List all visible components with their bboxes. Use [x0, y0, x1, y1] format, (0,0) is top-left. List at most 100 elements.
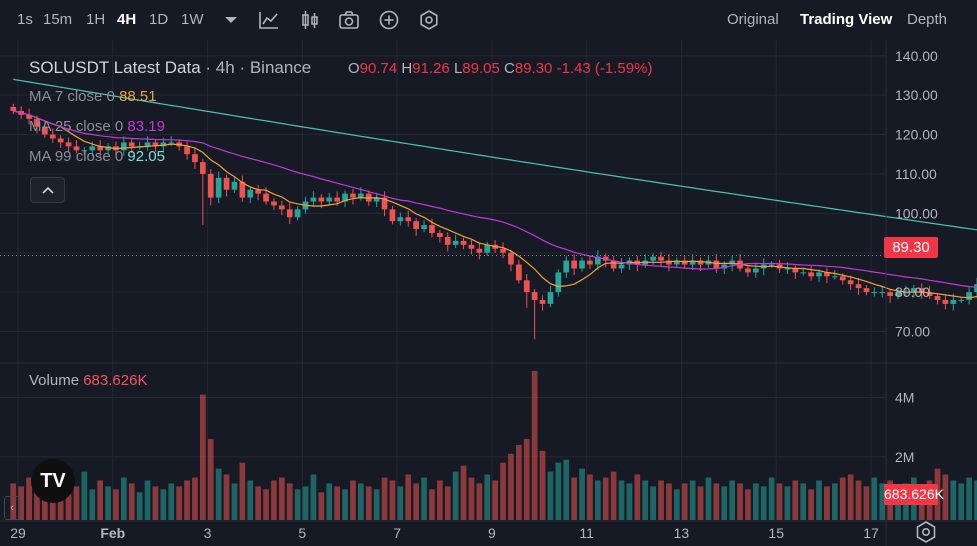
candle-body: [950, 299, 957, 304]
timeframe-4h[interactable]: 4H: [117, 11, 137, 28]
candle-body: [144, 142, 151, 147]
volume-bar: [152, 486, 159, 520]
volume-bar: [176, 486, 182, 520]
volume-bar: [966, 477, 972, 520]
candle-body: [429, 225, 435, 234]
price-axis-label: 110.00: [895, 166, 937, 182]
volume-bar: [618, 480, 625, 520]
candle-body: [373, 197, 380, 202]
volume-bar: [42, 486, 48, 520]
volume-bar: [587, 474, 593, 520]
volume-bar: [128, 483, 135, 520]
collapse-legend-button[interactable]: [30, 177, 65, 203]
volume-bar: [508, 453, 514, 520]
scroll-left-button[interactable]: ‹: [4, 496, 20, 520]
timeframe-1s[interactable]: 1s: [17, 11, 33, 28]
ma7-legend[interactable]: MA 7 close 0 88.51: [29, 88, 157, 105]
candle-body: [847, 280, 854, 285]
add-icon[interactable]: [378, 9, 400, 31]
volume-bar: [200, 394, 206, 520]
candle-body: [444, 236, 451, 245]
time-axis-label: 15: [768, 525, 784, 541]
logo-text: TV: [40, 469, 66, 492]
candle-body: [713, 260, 720, 269]
volume-bar: [294, 489, 301, 520]
volume-bar: [73, 486, 80, 520]
indicators-icon[interactable]: [258, 9, 280, 31]
volume-bar: [800, 483, 807, 520]
timeframe-15m[interactable]: 15m: [43, 11, 73, 28]
candle-body: [942, 299, 949, 304]
volume-bar: [768, 477, 775, 520]
volume-bar: [634, 474, 641, 520]
tab-original[interactable]: Original: [727, 11, 779, 28]
volume-bar: [350, 480, 356, 520]
volume-bar: [855, 480, 862, 520]
candle-body: [910, 288, 917, 293]
chart-settings-icon[interactable]: [914, 520, 938, 544]
volume-bar: [413, 483, 419, 520]
volume-bar: [310, 474, 317, 520]
volume-bar: [847, 474, 854, 520]
candle-body: [831, 276, 838, 278]
volume-bar: [721, 486, 728, 520]
tab-depth[interactable]: Depth: [907, 11, 948, 28]
candle-body: [405, 217, 412, 222]
candle-body: [500, 248, 506, 253]
candle-body: [531, 292, 538, 300]
candle-body: [81, 150, 88, 152]
time-axis-label: 17: [863, 525, 879, 541]
candle-body: [200, 162, 206, 174]
tradingview-logo[interactable]: TV: [31, 459, 75, 503]
volume-bar: [302, 486, 309, 520]
candle-body: [10, 106, 17, 111]
chevron-down-icon[interactable]: [220, 9, 242, 31]
low-label: L: [453, 60, 463, 77]
ma99-legend[interactable]: MA 99 close 0 92.05: [29, 148, 165, 165]
volume-axis-label: 2M: [895, 449, 914, 465]
candle-body: [334, 197, 340, 202]
volume-bar: [365, 486, 372, 520]
candle-body: [697, 260, 704, 265]
volume-bar: [318, 492, 325, 520]
candle-body: [792, 268, 799, 273]
volume-bar: [776, 483, 783, 520]
candle-body: [658, 256, 664, 261]
change-value: -1.43 (-1.59%): [556, 60, 653, 77]
tab-trading-view[interactable]: Trading View: [800, 11, 893, 28]
candle-body: [239, 181, 246, 198]
price-chart[interactable]: 140.00130.00120.00110.00100.0090.0080.00…: [0, 40, 977, 546]
timeframe-1d[interactable]: 1D: [149, 11, 169, 28]
candle-body: [926, 292, 933, 297]
ma25-legend[interactable]: MA 25 close 0 83.19: [29, 118, 165, 135]
volume-bar: [444, 486, 451, 520]
candle-body: [34, 118, 40, 127]
ma7-line: [13, 110, 977, 299]
timeframe-1h[interactable]: 1H: [86, 11, 106, 28]
symbol-title: SOLUSDT Latest Data: [29, 58, 201, 77]
camera-icon[interactable]: [338, 9, 360, 31]
volume-bar: [958, 483, 965, 520]
volume-bar: [215, 468, 222, 520]
volume-bar: [286, 483, 293, 520]
ma99-line: [13, 78, 977, 231]
candle-body: [326, 197, 333, 202]
low-value: 89.05: [462, 60, 500, 77]
candle-type-icon[interactable]: [299, 9, 321, 31]
open-value: 90.74: [359, 60, 398, 77]
candle-body: [571, 260, 577, 269]
price-axis-label: 140.00: [895, 48, 938, 64]
volume-bar: [10, 483, 17, 520]
candle-body: [555, 272, 562, 293]
candle-body: [389, 209, 396, 222]
volume-bar: [34, 480, 40, 520]
candle-body: [934, 296, 941, 300]
candle-body: [666, 260, 672, 265]
candle-body: [871, 292, 878, 294]
moving-averages: [13, 78, 977, 299]
volume-bar: [579, 468, 585, 520]
volume-bar: [81, 471, 88, 520]
settings-icon[interactable]: [418, 9, 440, 31]
price-axis-label: 70.00: [895, 323, 930, 339]
timeframe-1w[interactable]: 1W: [181, 11, 204, 28]
